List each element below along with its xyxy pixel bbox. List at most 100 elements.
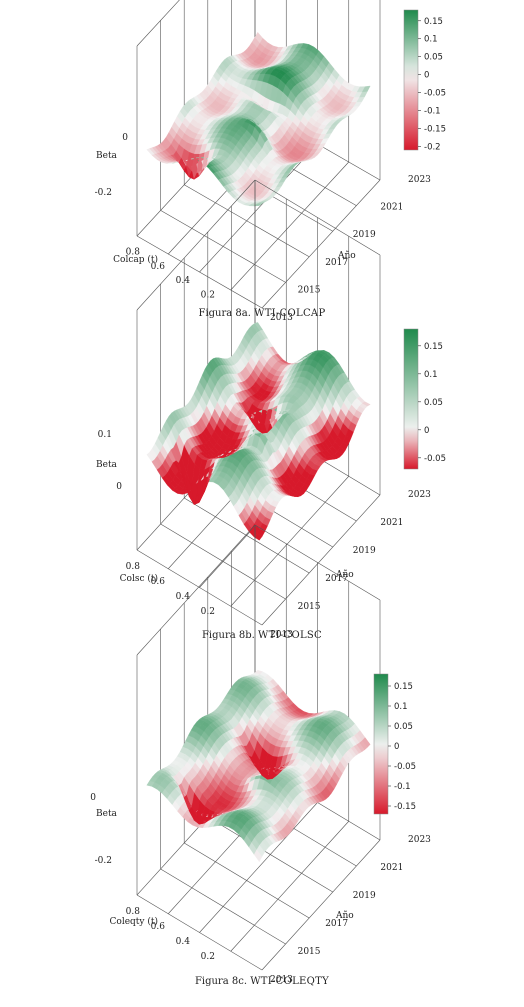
z-axis-label: Beta [96, 460, 118, 470]
z-axis-label: Beta [96, 809, 118, 819]
y-tick-label: 2021 [380, 863, 403, 873]
colorbar-tick-label: 0.15 [424, 17, 443, 27]
chart-panel-8c: 0.2 0.4 0.6 0.8 2013 2015 2017 2019 2021 2023 0 -0.… [0, 524, 524, 1007]
y-tick-label: 2015 [298, 602, 321, 612]
colorbar-tick-label: 0.1 [424, 35, 438, 45]
colorbar-tick-label: 0.15 [394, 682, 413, 692]
x-tick-label: 0.8 [126, 907, 141, 917]
x-tick-label: 0.6 [151, 577, 166, 587]
caption-code: WTI-COLSC [258, 630, 322, 641]
y-tick-label: 2015 [298, 947, 321, 957]
box-edge [254, 179, 381, 256]
floor-grid-line [261, 179, 381, 309]
figure-caption-8c: Figura 8c. WTI-COLEQTY [0, 976, 524, 987]
colorbar-tick-label: 0 [394, 742, 399, 752]
y-tick-label: 2013 [270, 630, 293, 640]
z-tick-label: -0.2 [95, 188, 112, 198]
colorbar-tick-label: 0 [424, 426, 429, 436]
y-tick-label: 2023 [408, 175, 431, 185]
caption-code: WTI-COLCAP [254, 308, 326, 319]
caption-prefix: Figura 8a. [198, 308, 251, 319]
x-tick-label: 0.4 [176, 276, 191, 286]
z-tick-label: 0 [90, 793, 96, 803]
z-tick-label: 0 [122, 133, 128, 143]
surface-plot-8c: 0.2 0.4 0.6 0.8 2013 2015 2017 2019 2021 2023 0 -0.… [90, 524, 431, 985]
colorbar-tick-label: 0.05 [394, 722, 413, 732]
floor-grid-line [199, 802, 318, 933]
x-axis-label: Coleqty (t) [110, 916, 158, 927]
caption-prefix: Figura 8c. [194, 976, 247, 987]
colorbar [403, 328, 419, 470]
y-tick-label: 2013 [270, 975, 293, 985]
y-tick-label: 2021 [380, 518, 403, 528]
chart-panel-8b: 0.2 0.4 0.6 0.8 2013 2015 2017 2019 2021 2023 0.1 0… [0, 179, 524, 655]
surface-mesh [146, 31, 371, 207]
caption-code: WTI-COLEQTY [250, 976, 330, 987]
figure-caption-8a: Figura 8a. WTI-COLCAP [0, 308, 524, 319]
z-tick-label: 0.1 [98, 430, 112, 440]
colorbar-tick-label: -0.15 [424, 124, 446, 134]
colorbar-tick-label: 0 [424, 71, 429, 81]
y-tick-label: 2019 [353, 891, 376, 901]
surface-patch [362, 737, 371, 748]
y-axis-label: Año [335, 911, 354, 921]
y-tick-label: 2015 [298, 285, 321, 295]
y-tick-label: 2023 [408, 490, 431, 500]
floor-grid-line [199, 143, 318, 273]
x-axis-label: Colsc (t) [120, 573, 158, 584]
z-axis-label: Beta [96, 151, 118, 161]
colorbar [403, 9, 419, 151]
x-tick-label: 0.2 [201, 952, 215, 962]
floor-grid-line [230, 161, 349, 291]
colorbar-tick-label: 0.05 [424, 53, 443, 63]
x-tick-label: 0.4 [176, 592, 191, 602]
y-tick-label: 2021 [380, 203, 403, 213]
y-tick-label: 2017 [325, 919, 348, 929]
x-tick-label: 0.8 [126, 562, 141, 572]
y-tick-label: 2017 [325, 258, 348, 268]
colorbar-tick-label: -0.15 [394, 802, 416, 812]
colorbar-tick-label: 0.15 [424, 342, 443, 352]
floor-grid-line [261, 839, 381, 971]
y-axis-label: Año [335, 570, 354, 580]
surface-patch [361, 85, 371, 93]
y-tick-label: 2019 [353, 546, 376, 556]
floor-grid-line [261, 494, 381, 626]
y-axis-label: Año [337, 251, 356, 261]
surface-plot-8a: 0.20.40.60.82013201520172019202120230-0.… [95, 0, 446, 323]
floor-grid-line [230, 821, 349, 952]
floor-grid-line [230, 476, 349, 607]
y-tick-label: 2023 [408, 835, 431, 845]
caption-prefix: Figura 8b. [201, 630, 255, 641]
surface-patch [361, 401, 371, 407]
x-tick-label: 0.6 [151, 262, 166, 272]
box-edge [254, 524, 381, 601]
colorbar-tick-label: -0.1 [424, 107, 441, 117]
surface-mesh [146, 669, 371, 863]
x-tick-label: 0.8 [126, 247, 141, 257]
colorbar-tick-label: -0.05 [424, 89, 446, 99]
x-tick-label: 0.4 [176, 937, 191, 947]
colorbar-tick-label: -0.05 [394, 762, 416, 772]
colorbar-tick-label: -0.1 [394, 782, 411, 792]
chart-panel-8a: 0.2 0.4 0.6 0.8 2013 2015 2017 2019 2021 2023 0 -0.… [0, 0, 524, 330]
surface-mesh [146, 322, 371, 541]
box-edge [136, 524, 256, 656]
y-tick-label: 2017 [325, 574, 348, 584]
box-edge [136, 179, 256, 311]
colorbar-tick-label: -0.05 [424, 454, 446, 464]
z-tick-label: 0 [116, 482, 122, 492]
colorbar-tick-label: 0.1 [424, 370, 438, 380]
x-tick-label: 0.6 [151, 922, 166, 932]
y-tick-label: 2019 [353, 230, 376, 240]
colorbar-tick-label: 0.05 [424, 398, 443, 408]
surface-plot-8b: 0.20.40.60.82013201520172019202120230.10… [96, 179, 446, 640]
z-tick-label: -0.2 [95, 856, 112, 866]
colorbar-tick-label: 0.1 [394, 702, 408, 712]
y-tick-label: 2013 [270, 313, 293, 323]
figure-caption-8b: Figura 8b. WTI-COLSC [0, 630, 524, 641]
box-edge [136, 0, 180, 47]
colorbar [373, 673, 389, 815]
colorbar-tick-label: -0.2 [424, 142, 441, 152]
x-axis-label: Colcap (t) [113, 254, 158, 265]
